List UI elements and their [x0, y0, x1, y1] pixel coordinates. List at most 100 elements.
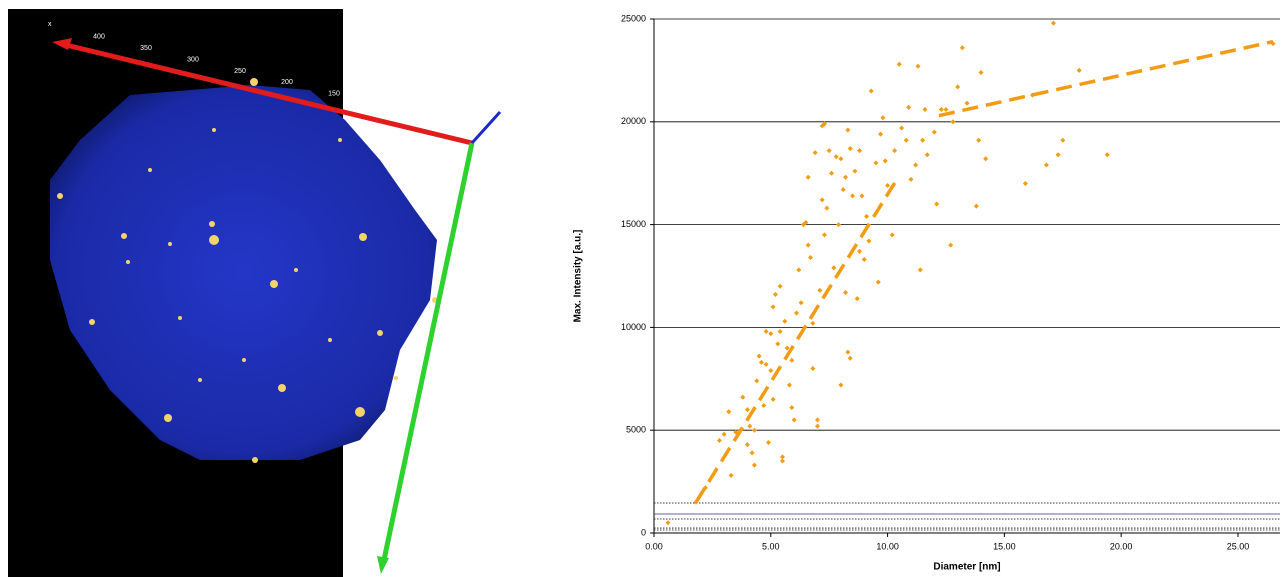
data-point	[768, 331, 774, 337]
y-axis-tick-label: 400	[396, 515, 408, 522]
data-point	[740, 394, 746, 400]
x-axis-tick-label: 400	[93, 34, 105, 41]
data-point	[751, 462, 757, 468]
data-point	[868, 88, 874, 94]
x-tick-label: 15.00	[993, 541, 1016, 551]
data-point	[1060, 137, 1066, 143]
data-point	[903, 137, 909, 143]
y-axis-arrow	[377, 556, 389, 574]
data-point	[845, 127, 851, 133]
data-point	[915, 63, 921, 69]
data-point	[983, 156, 989, 162]
data-point	[850, 193, 856, 199]
data-point	[917, 267, 923, 273]
data-point	[770, 304, 776, 310]
data-point	[831, 265, 837, 271]
data-point	[1104, 152, 1110, 158]
data-point	[943, 106, 949, 112]
data-point	[815, 417, 821, 423]
data-point	[836, 222, 842, 228]
data-point	[758, 359, 764, 365]
y-axis-line	[381, 142, 475, 561]
data-point	[810, 366, 816, 372]
data-point	[861, 257, 867, 263]
data-point	[810, 320, 816, 326]
data-point	[665, 520, 671, 526]
data-point	[924, 152, 930, 158]
y-axis-tick-label: 250	[428, 374, 440, 381]
render-labels: x y z 0 50 100 150 200 250 300 350 400 0 50 100 150 2…	[48, 21, 522, 572]
data-point	[973, 203, 979, 209]
x-axis-tick-label: 200	[281, 79, 293, 86]
data-point	[920, 137, 926, 143]
data-point	[885, 183, 891, 189]
z-axis-name: z	[518, 94, 522, 101]
y-axis-tick-label: 200	[439, 327, 451, 334]
data-point	[882, 158, 888, 164]
data-point	[838, 382, 844, 388]
data-point	[775, 341, 781, 347]
y-axis-tick-label: 350	[407, 468, 419, 475]
data-point	[838, 156, 844, 162]
data-point	[808, 254, 813, 260]
data-point	[889, 232, 895, 238]
data-point	[728, 472, 734, 478]
render-axes	[52, 38, 502, 574]
data-point	[959, 45, 965, 51]
x-tick-label: 0.00	[645, 541, 663, 551]
data-point	[824, 205, 830, 211]
data-point	[744, 442, 750, 448]
data-point	[866, 238, 872, 244]
data-point	[875, 279, 881, 285]
x-axis-tick-label: 150	[328, 91, 340, 98]
data-point	[779, 454, 785, 460]
data-point	[1076, 67, 1082, 73]
z-axis-line	[470, 110, 502, 145]
y-axis-tick-label: 0	[485, 140, 489, 147]
x-tick-label: 25.00	[1227, 541, 1250, 551]
data-point	[770, 396, 776, 402]
data-point	[826, 148, 832, 154]
data-point	[854, 296, 860, 302]
data-point	[829, 170, 835, 176]
data-point	[859, 193, 865, 199]
y-axis-tick-label: 300	[418, 421, 430, 428]
x-tick-label: 10.00	[876, 541, 899, 551]
data-point	[1055, 152, 1061, 158]
data-point	[892, 148, 898, 154]
data-point	[721, 431, 727, 437]
data-point	[1050, 20, 1056, 26]
data-point	[798, 300, 804, 306]
data-point	[847, 355, 853, 361]
data-point	[833, 154, 839, 160]
data-point	[896, 61, 902, 67]
data-point	[751, 427, 757, 433]
data-point	[812, 150, 818, 156]
data-point	[906, 104, 912, 110]
data-point	[899, 125, 905, 131]
data-point	[857, 148, 863, 154]
y-axis-tick-label: 50	[473, 187, 481, 194]
particle-body	[50, 85, 437, 460]
data-point	[761, 403, 767, 409]
data-point	[843, 174, 849, 180]
data-point	[922, 106, 928, 112]
trend-line	[938, 39, 1274, 118]
x-axis-line	[65, 42, 473, 146]
data-point	[763, 329, 769, 335]
data-point	[938, 106, 944, 112]
data-point	[803, 220, 809, 226]
x-tick-label: 20.00	[1110, 541, 1133, 551]
data-point	[948, 242, 954, 248]
data-point	[934, 201, 940, 207]
data-point	[786, 382, 792, 388]
data-point	[789, 405, 795, 411]
x-axis-name: x	[48, 21, 52, 28]
data-point	[779, 458, 785, 464]
data-point	[805, 174, 811, 180]
y-tick-label: 5000	[626, 425, 646, 435]
data-point	[845, 349, 851, 355]
data-point	[950, 119, 956, 125]
